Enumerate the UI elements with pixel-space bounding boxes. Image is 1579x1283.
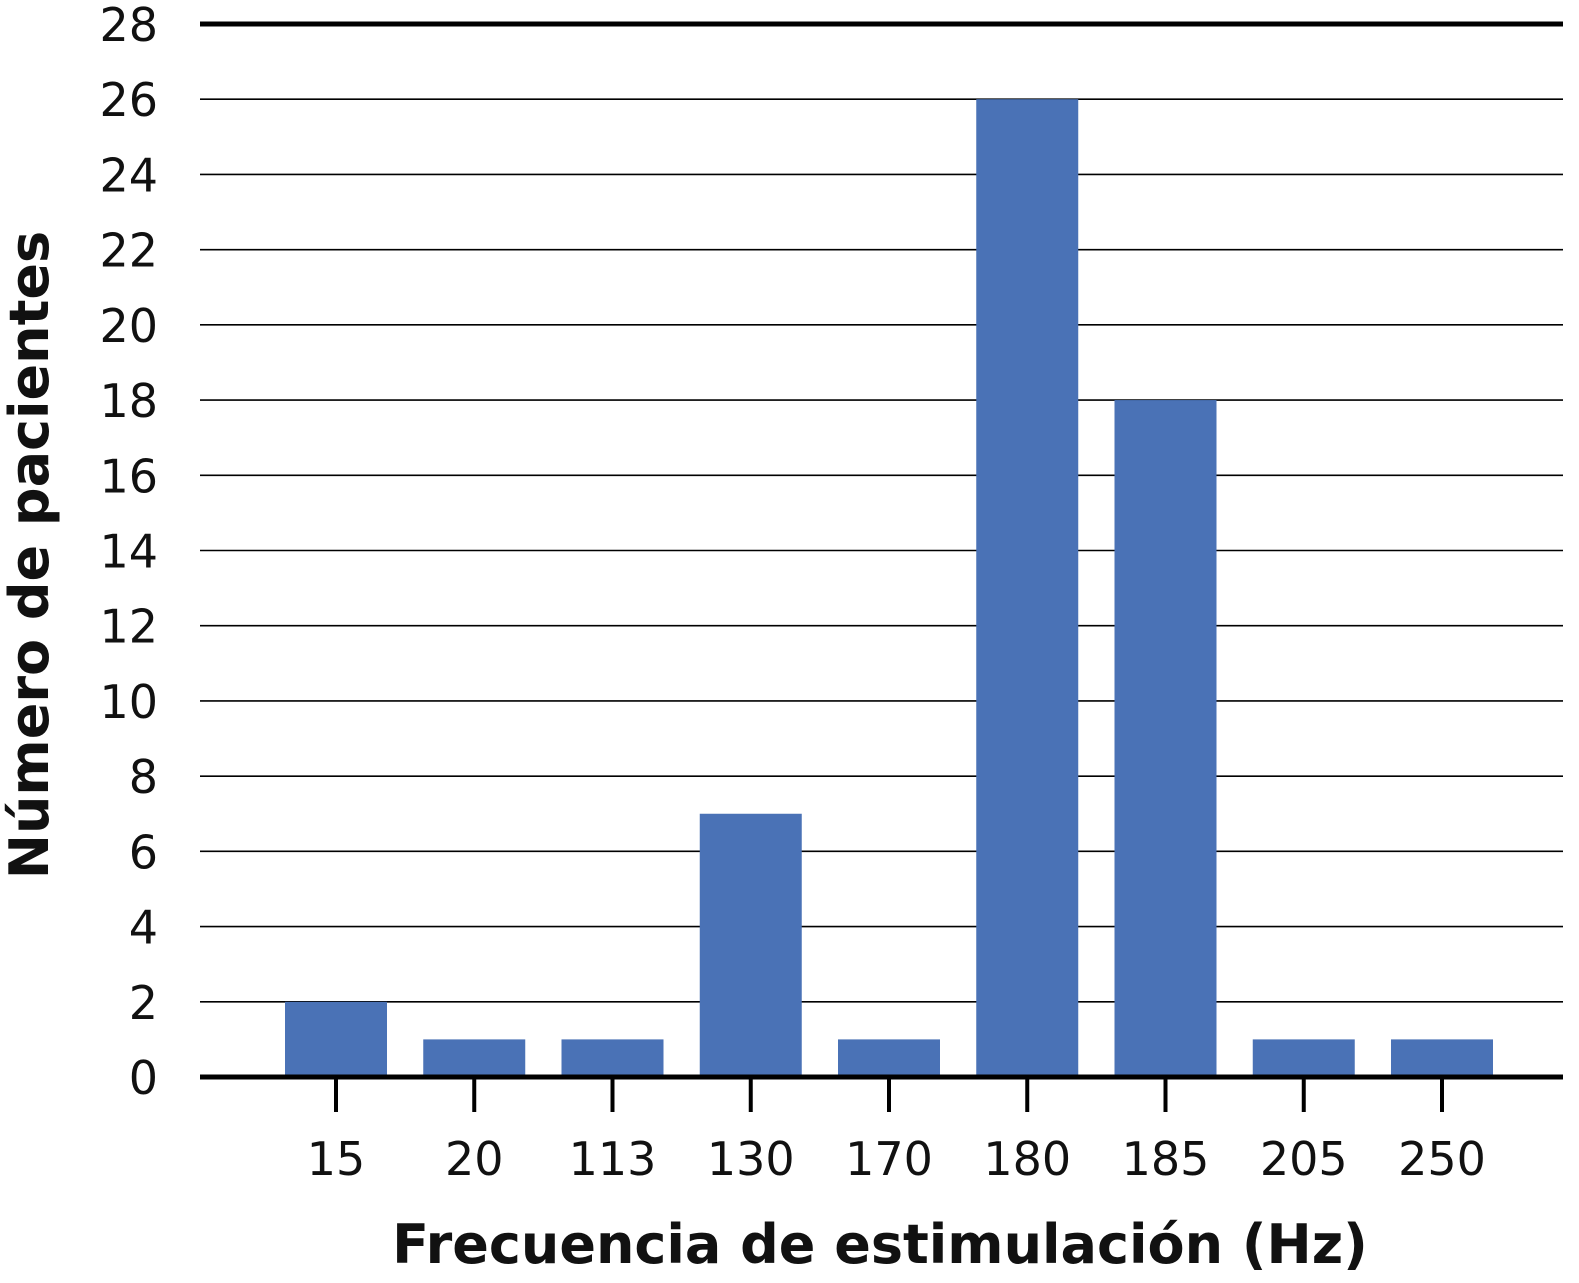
y-tick-label: 8 — [129, 750, 158, 804]
x-tick-label: 130 — [707, 1132, 795, 1186]
x-axis-title: Frecuencia de estimulación (Hz) — [392, 1213, 1368, 1276]
y-tick-label: 2 — [129, 976, 158, 1030]
y-tick-label: 20 — [99, 299, 158, 353]
x-tick-label: 250 — [1398, 1132, 1486, 1186]
gridlines — [200, 21, 1563, 1003]
bar — [699, 813, 802, 1077]
y-tick-label: 18 — [99, 374, 158, 428]
bar — [1114, 400, 1217, 1078]
bar — [561, 1039, 664, 1077]
bar — [1391, 1039, 1493, 1077]
x-tick-label: 15 — [307, 1132, 366, 1186]
x-tick-label: 20 — [445, 1132, 504, 1186]
y-tick-label: 0 — [129, 1051, 158, 1105]
y-tick-label: 22 — [99, 224, 158, 278]
y-axis-title: Número de pacientes — [0, 231, 61, 879]
y-tick-label: 14 — [99, 525, 158, 579]
x-tick-label: 180 — [983, 1132, 1071, 1186]
y-tick-label: 26 — [99, 73, 158, 127]
x-tick-label: 185 — [1122, 1132, 1210, 1186]
y-tick-label: 10 — [99, 675, 158, 729]
bars — [285, 99, 1493, 1078]
x-tick-label: 113 — [569, 1132, 657, 1186]
y-tick-label: 16 — [99, 449, 158, 503]
bar — [976, 99, 1079, 1077]
bar — [1252, 1039, 1355, 1077]
bar — [423, 1039, 526, 1077]
bar — [285, 1001, 387, 1077]
x-tick-labels: 15 20 113 130 170 180 185 205 250 — [307, 1132, 1486, 1186]
y-tick-label: 4 — [129, 901, 158, 955]
y-tick-label: 6 — [129, 825, 158, 879]
x-tick-label: 170 — [845, 1132, 933, 1186]
y-tick-label: 28 — [99, 0, 158, 52]
x-tick-label: 205 — [1260, 1132, 1348, 1186]
y-tick-label: 12 — [99, 600, 158, 654]
axes — [200, 1074, 1563, 1112]
bar — [838, 1039, 940, 1077]
y-tick-label: 24 — [99, 148, 158, 202]
